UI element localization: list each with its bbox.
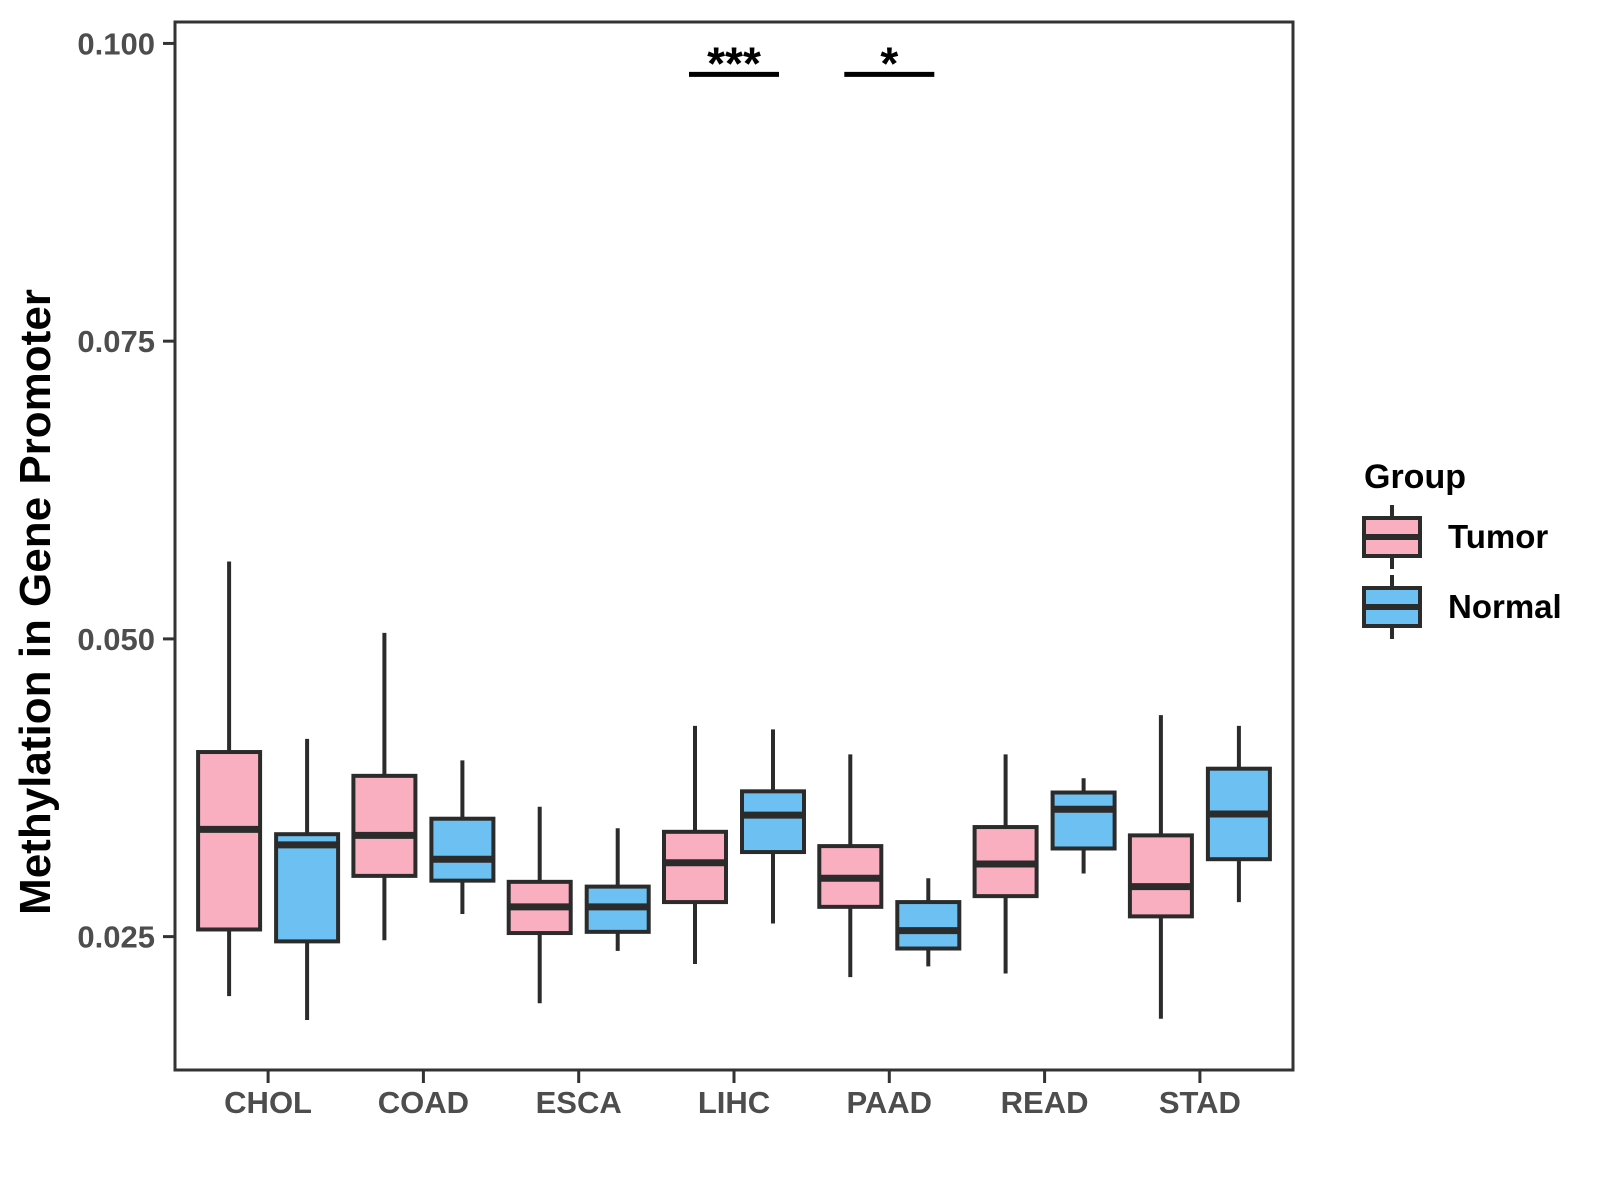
x-tick-label-READ: READ bbox=[1001, 1085, 1089, 1120]
box-tumor-LIHC bbox=[662, 829, 728, 905]
y-tick-label-0.100: 0.100 bbox=[77, 26, 155, 61]
box-tumor-STAD bbox=[1127, 833, 1194, 919]
box-normal-READ bbox=[1050, 790, 1117, 851]
legend-label-tumor: Tumor bbox=[1448, 518, 1549, 555]
box-tumor-COAD bbox=[351, 773, 418, 878]
box-normal-COAD bbox=[429, 816, 496, 883]
legend-item-normal: Normal bbox=[1360, 572, 1562, 642]
x-tick-label-CHOL: CHOL bbox=[224, 1085, 312, 1120]
y-axis-title: Methylation in Gene Promoter bbox=[11, 289, 60, 915]
y-tick-label-0.025: 0.025 bbox=[77, 920, 155, 955]
box-normal-PAAD bbox=[895, 900, 962, 951]
significance-label-PAAD: * bbox=[880, 37, 898, 89]
y-tick-label-0.050: 0.050 bbox=[77, 622, 155, 657]
box-normal-LIHC bbox=[740, 789, 806, 855]
legend-title: Group bbox=[1364, 458, 1466, 496]
tumor-boxplot-key-icon bbox=[1362, 505, 1422, 569]
y-tick-label-0.075: 0.075 bbox=[77, 324, 155, 359]
normal-boxplot-key-icon bbox=[1362, 575, 1422, 639]
x-tick-label-PAAD: PAAD bbox=[847, 1085, 933, 1120]
box-tumor-CHOL bbox=[196, 750, 263, 932]
significance-label-LIHC: *** bbox=[707, 37, 761, 89]
legend-item-tumor: Tumor bbox=[1360, 502, 1562, 572]
panel-border bbox=[173, 20, 1295, 1072]
x-tick-label-ESCA: ESCA bbox=[536, 1085, 622, 1120]
legend: Group Tumor Normal bbox=[1330, 458, 1562, 642]
x-tick-label-LIHC: LIHC bbox=[698, 1085, 770, 1120]
box-normal-CHOL bbox=[274, 832, 341, 944]
x-tick-label-STAD: STAD bbox=[1159, 1085, 1241, 1120]
x-tick-label-COAD: COAD bbox=[378, 1085, 469, 1120]
legend-label-normal: Normal bbox=[1448, 588, 1562, 625]
